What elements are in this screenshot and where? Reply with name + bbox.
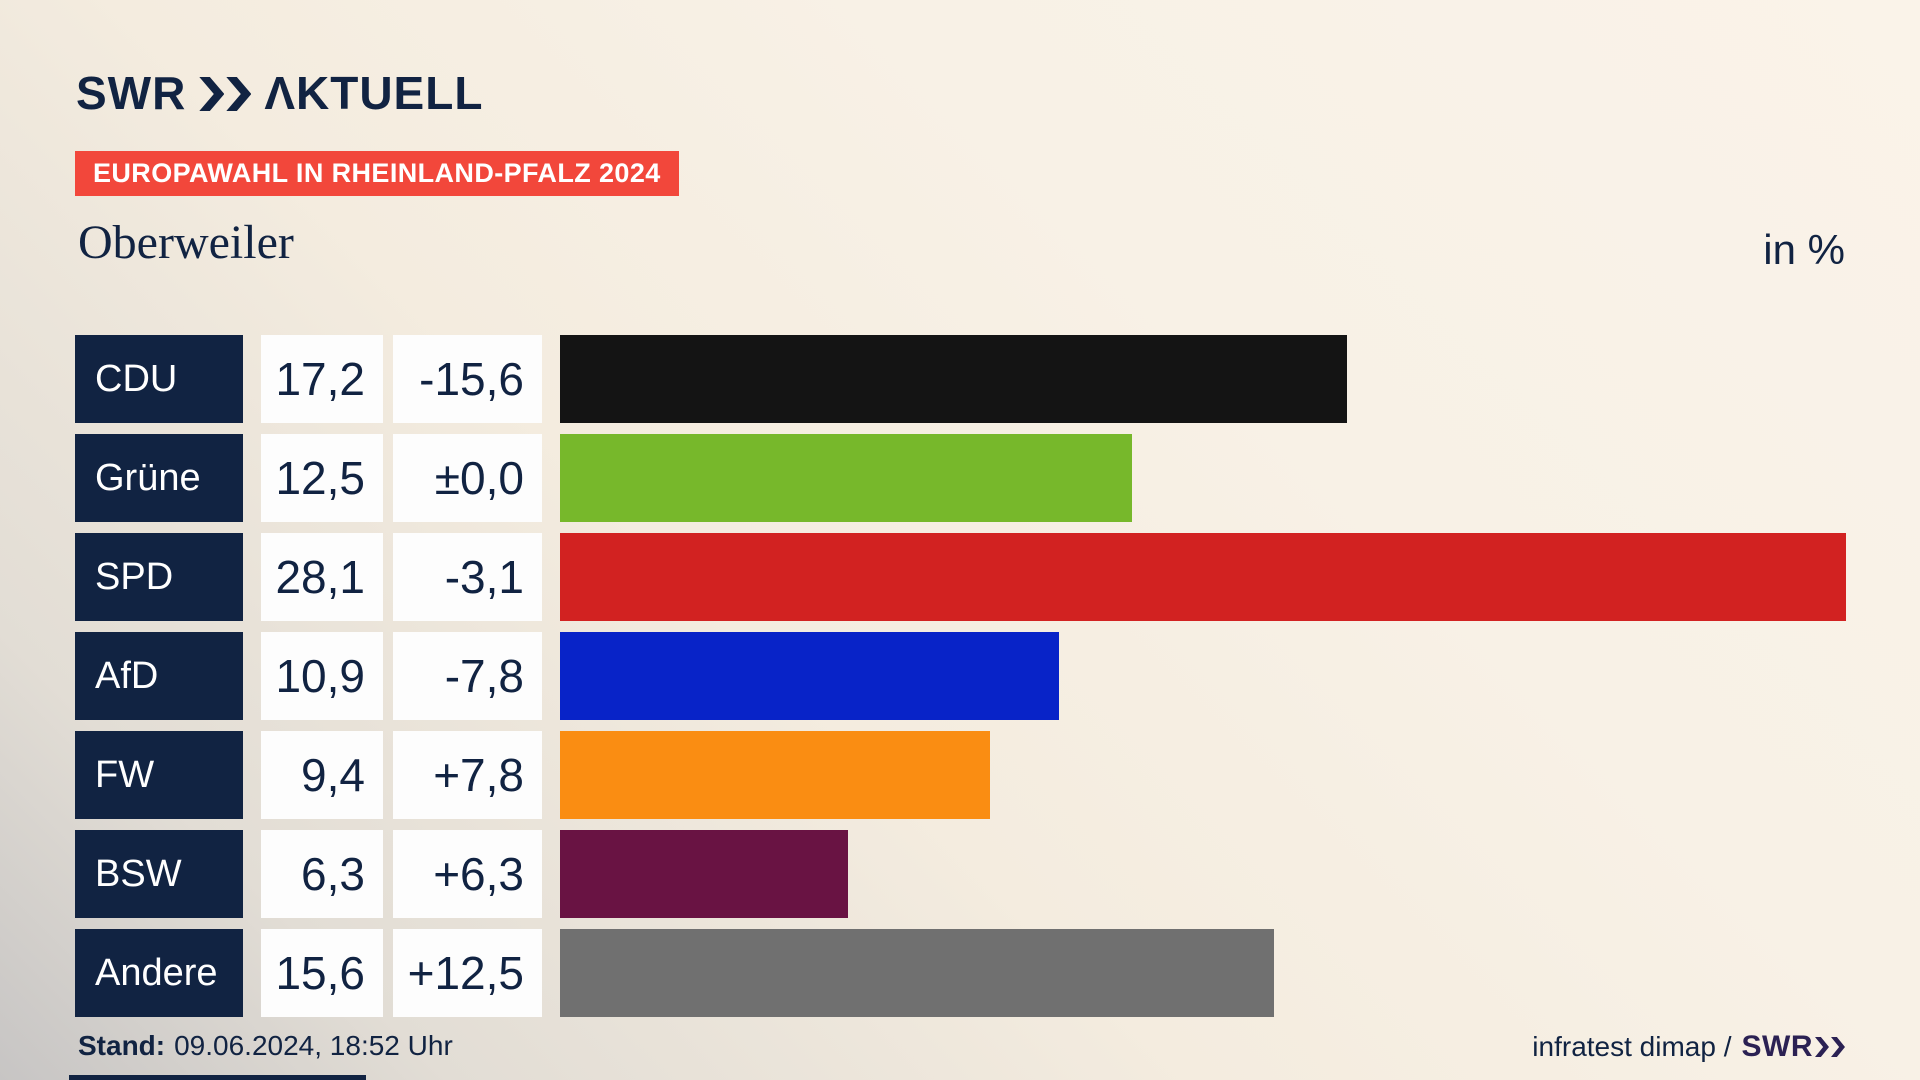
result-value: 9,4 [261,731,383,819]
result-row-andere: Andere 15,6 +12,5 [0,929,1920,1017]
result-value: 17,2 [261,335,383,423]
result-row-bsw: BSW 6,3 +6,3 [0,830,1920,918]
result-row-spd: SPD 28,1 -3,1 [0,533,1920,621]
logo-text-aktuell: ΛKTUELL [264,67,484,119]
result-bar [560,335,1348,423]
result-change: ±0,0 [393,434,542,522]
result-row-fw: FW 9,4 +7,8 [0,731,1920,819]
result-bar [560,434,1132,522]
stand-value: 09.06.2024, 18:52 Uhr [174,1030,453,1061]
unit-label: in % [1763,226,1845,273]
result-bar [560,731,991,819]
party-label-box: CDU [75,335,243,423]
source-logo-text: SWR [1741,1030,1813,1063]
source-text: infratest dimap / [1532,1031,1732,1062]
result-bar [560,830,849,918]
logo-chevrons-icon [199,77,252,111]
result-change: -7,8 [393,632,542,720]
result-change: +6,3 [393,830,542,918]
result-change: +7,8 [393,731,542,819]
party-label: Grüne [95,456,201,499]
result-value: 6,3 [261,830,383,918]
stand-label: Stand: [78,1030,166,1061]
chevron-right-icon [1815,1037,1829,1057]
party-label-box: FW [75,731,243,819]
next-chart-peek [69,1075,366,1080]
party-label: SPD [95,555,174,598]
party-label-box: Grüne [75,434,243,522]
party-label-box: AfD [75,632,243,720]
chevron-right-icon [199,77,225,111]
data-timestamp: Stand: 09.06.2024, 18:52 Uhr [78,1030,453,1062]
result-value: 28,1 [261,533,383,621]
result-row-grüne: Grüne 12,5 ±0,0 [0,434,1920,522]
chevron-right-icon [226,77,252,111]
chevron-right-icon [1831,1037,1845,1057]
results-bar-chart: CDU 17,2 -15,6 Grüne 12,5 ±0,0 SPD 28,1 -3,1 AfD 1… [0,335,1920,1028]
election-title-badge: EUROPAWAHL IN RHEINLAND-PFALZ 2024 [75,151,679,196]
result-row-afd: AfD 10,9 -7,8 [0,632,1920,720]
source-swr-logo: SWR [1741,1030,1845,1064]
result-row-cdu: CDU 17,2 -15,6 [0,335,1920,423]
party-label: FW [95,753,155,796]
result-change: -3,1 [393,533,542,621]
party-label-box: SPD [75,533,243,621]
party-label-box: Andere [75,929,243,1017]
result-bar [560,533,1846,621]
swr-aktuell-logo: SWR ΛKTUELL [76,66,483,120]
result-value: 10,9 [261,632,383,720]
party-label: CDU [95,357,178,400]
source-credit: infratest dimap / SWR [1532,1030,1845,1064]
source-logo-chevrons-icon [1815,1037,1845,1057]
party-label-box: BSW [75,830,243,918]
result-value: 12,5 [261,434,383,522]
logo-text-swr: SWR [76,67,187,119]
result-bar [560,929,1274,1017]
party-label: AfD [95,654,159,697]
party-label: BSW [95,852,182,895]
result-bar [560,632,1059,720]
party-label: Andere [95,951,218,994]
result-change: +12,5 [393,929,542,1017]
municipality-title: Oberweiler [78,216,294,269]
result-change: -15,6 [393,335,542,423]
result-value: 15,6 [261,929,383,1017]
